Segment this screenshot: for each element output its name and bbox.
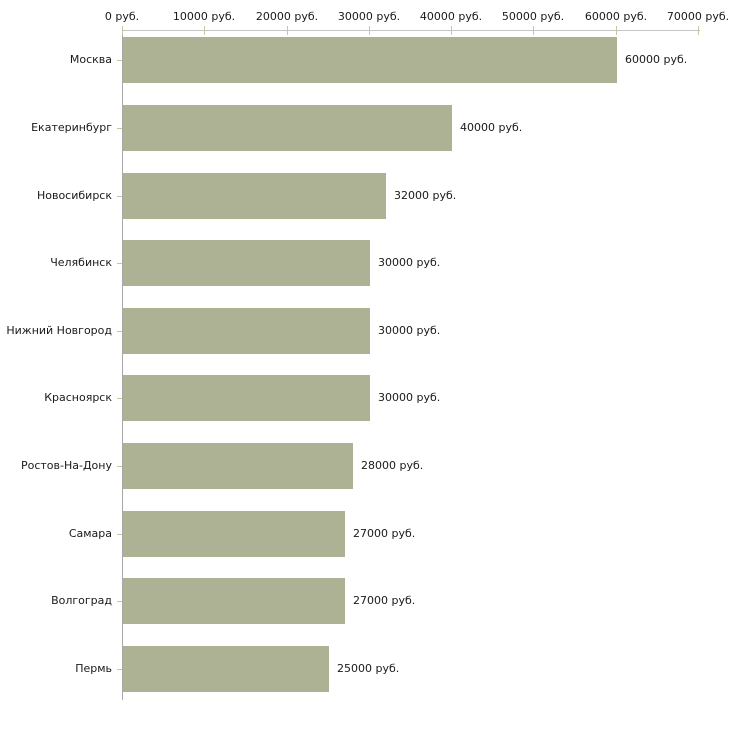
bar-value-label: 27000 руб. bbox=[353, 527, 416, 540]
bar-value-label: 30000 руб. bbox=[378, 256, 441, 269]
bar bbox=[123, 240, 370, 286]
x-axis-tick-label: 30000 руб. bbox=[337, 10, 401, 23]
bar-value-label: 25000 руб. bbox=[337, 662, 400, 675]
x-axis-tick bbox=[369, 26, 370, 35]
x-axis-tick bbox=[616, 26, 617, 35]
bar-value-label: 28000 руб. bbox=[361, 459, 424, 472]
bar bbox=[123, 173, 386, 219]
x-axis-tick bbox=[204, 26, 205, 35]
bar-value-label: 27000 руб. bbox=[353, 594, 416, 607]
category-label: Самара bbox=[68, 527, 112, 540]
bar-value-label: 30000 руб. bbox=[378, 391, 441, 404]
bar bbox=[123, 105, 452, 151]
category-label: Красноярск bbox=[44, 391, 112, 404]
category-tick bbox=[117, 196, 122, 197]
category-tick bbox=[117, 601, 122, 602]
x-axis-line bbox=[122, 30, 700, 31]
bar-value-label: 30000 руб. bbox=[378, 324, 441, 337]
category-label: Нижний Новгород bbox=[6, 324, 112, 337]
category-tick bbox=[117, 466, 122, 467]
bar bbox=[123, 578, 345, 624]
category-label: Новосибирск bbox=[36, 189, 112, 202]
category-label: Москва bbox=[69, 53, 112, 66]
category-tick bbox=[117, 398, 122, 399]
x-axis-tick bbox=[533, 26, 534, 35]
x-axis-tick bbox=[698, 26, 699, 35]
category-label: Екатеринбург bbox=[31, 121, 112, 134]
category-label: Челябинск bbox=[50, 256, 112, 269]
category-label: Волгоград bbox=[51, 594, 112, 607]
bar bbox=[123, 443, 353, 489]
category-tick bbox=[117, 263, 122, 264]
bar bbox=[123, 646, 329, 692]
category-label: Ростов-На-Дону bbox=[20, 459, 112, 472]
x-axis-tick-label: 10000 руб. bbox=[172, 10, 236, 23]
category-tick bbox=[117, 534, 122, 535]
bar bbox=[123, 308, 370, 354]
category-label: Пермь bbox=[75, 662, 112, 675]
bar-value-label: 60000 руб. bbox=[625, 53, 688, 66]
y-axis-line bbox=[122, 30, 123, 700]
x-axis-tick-label: 60000 руб. bbox=[584, 10, 648, 23]
x-axis-tick bbox=[287, 26, 288, 35]
x-axis-tick-label: 40000 руб. bbox=[419, 10, 483, 23]
bar-value-label: 32000 руб. bbox=[394, 189, 457, 202]
category-tick bbox=[117, 128, 122, 129]
bar bbox=[123, 375, 370, 421]
x-axis-tick-label: 70000 руб. bbox=[666, 10, 730, 23]
bar bbox=[123, 37, 617, 83]
x-axis-tick-label: 0 руб. bbox=[104, 10, 140, 23]
category-tick bbox=[117, 669, 122, 670]
x-axis-tick-label: 20000 руб. bbox=[255, 10, 319, 23]
category-tick bbox=[117, 331, 122, 332]
x-axis-tick bbox=[122, 26, 123, 35]
category-tick bbox=[117, 60, 122, 61]
bar-value-label: 40000 руб. bbox=[460, 121, 523, 134]
x-axis-tick bbox=[451, 26, 452, 35]
x-axis-tick-label: 50000 руб. bbox=[501, 10, 565, 23]
bar bbox=[123, 511, 345, 557]
